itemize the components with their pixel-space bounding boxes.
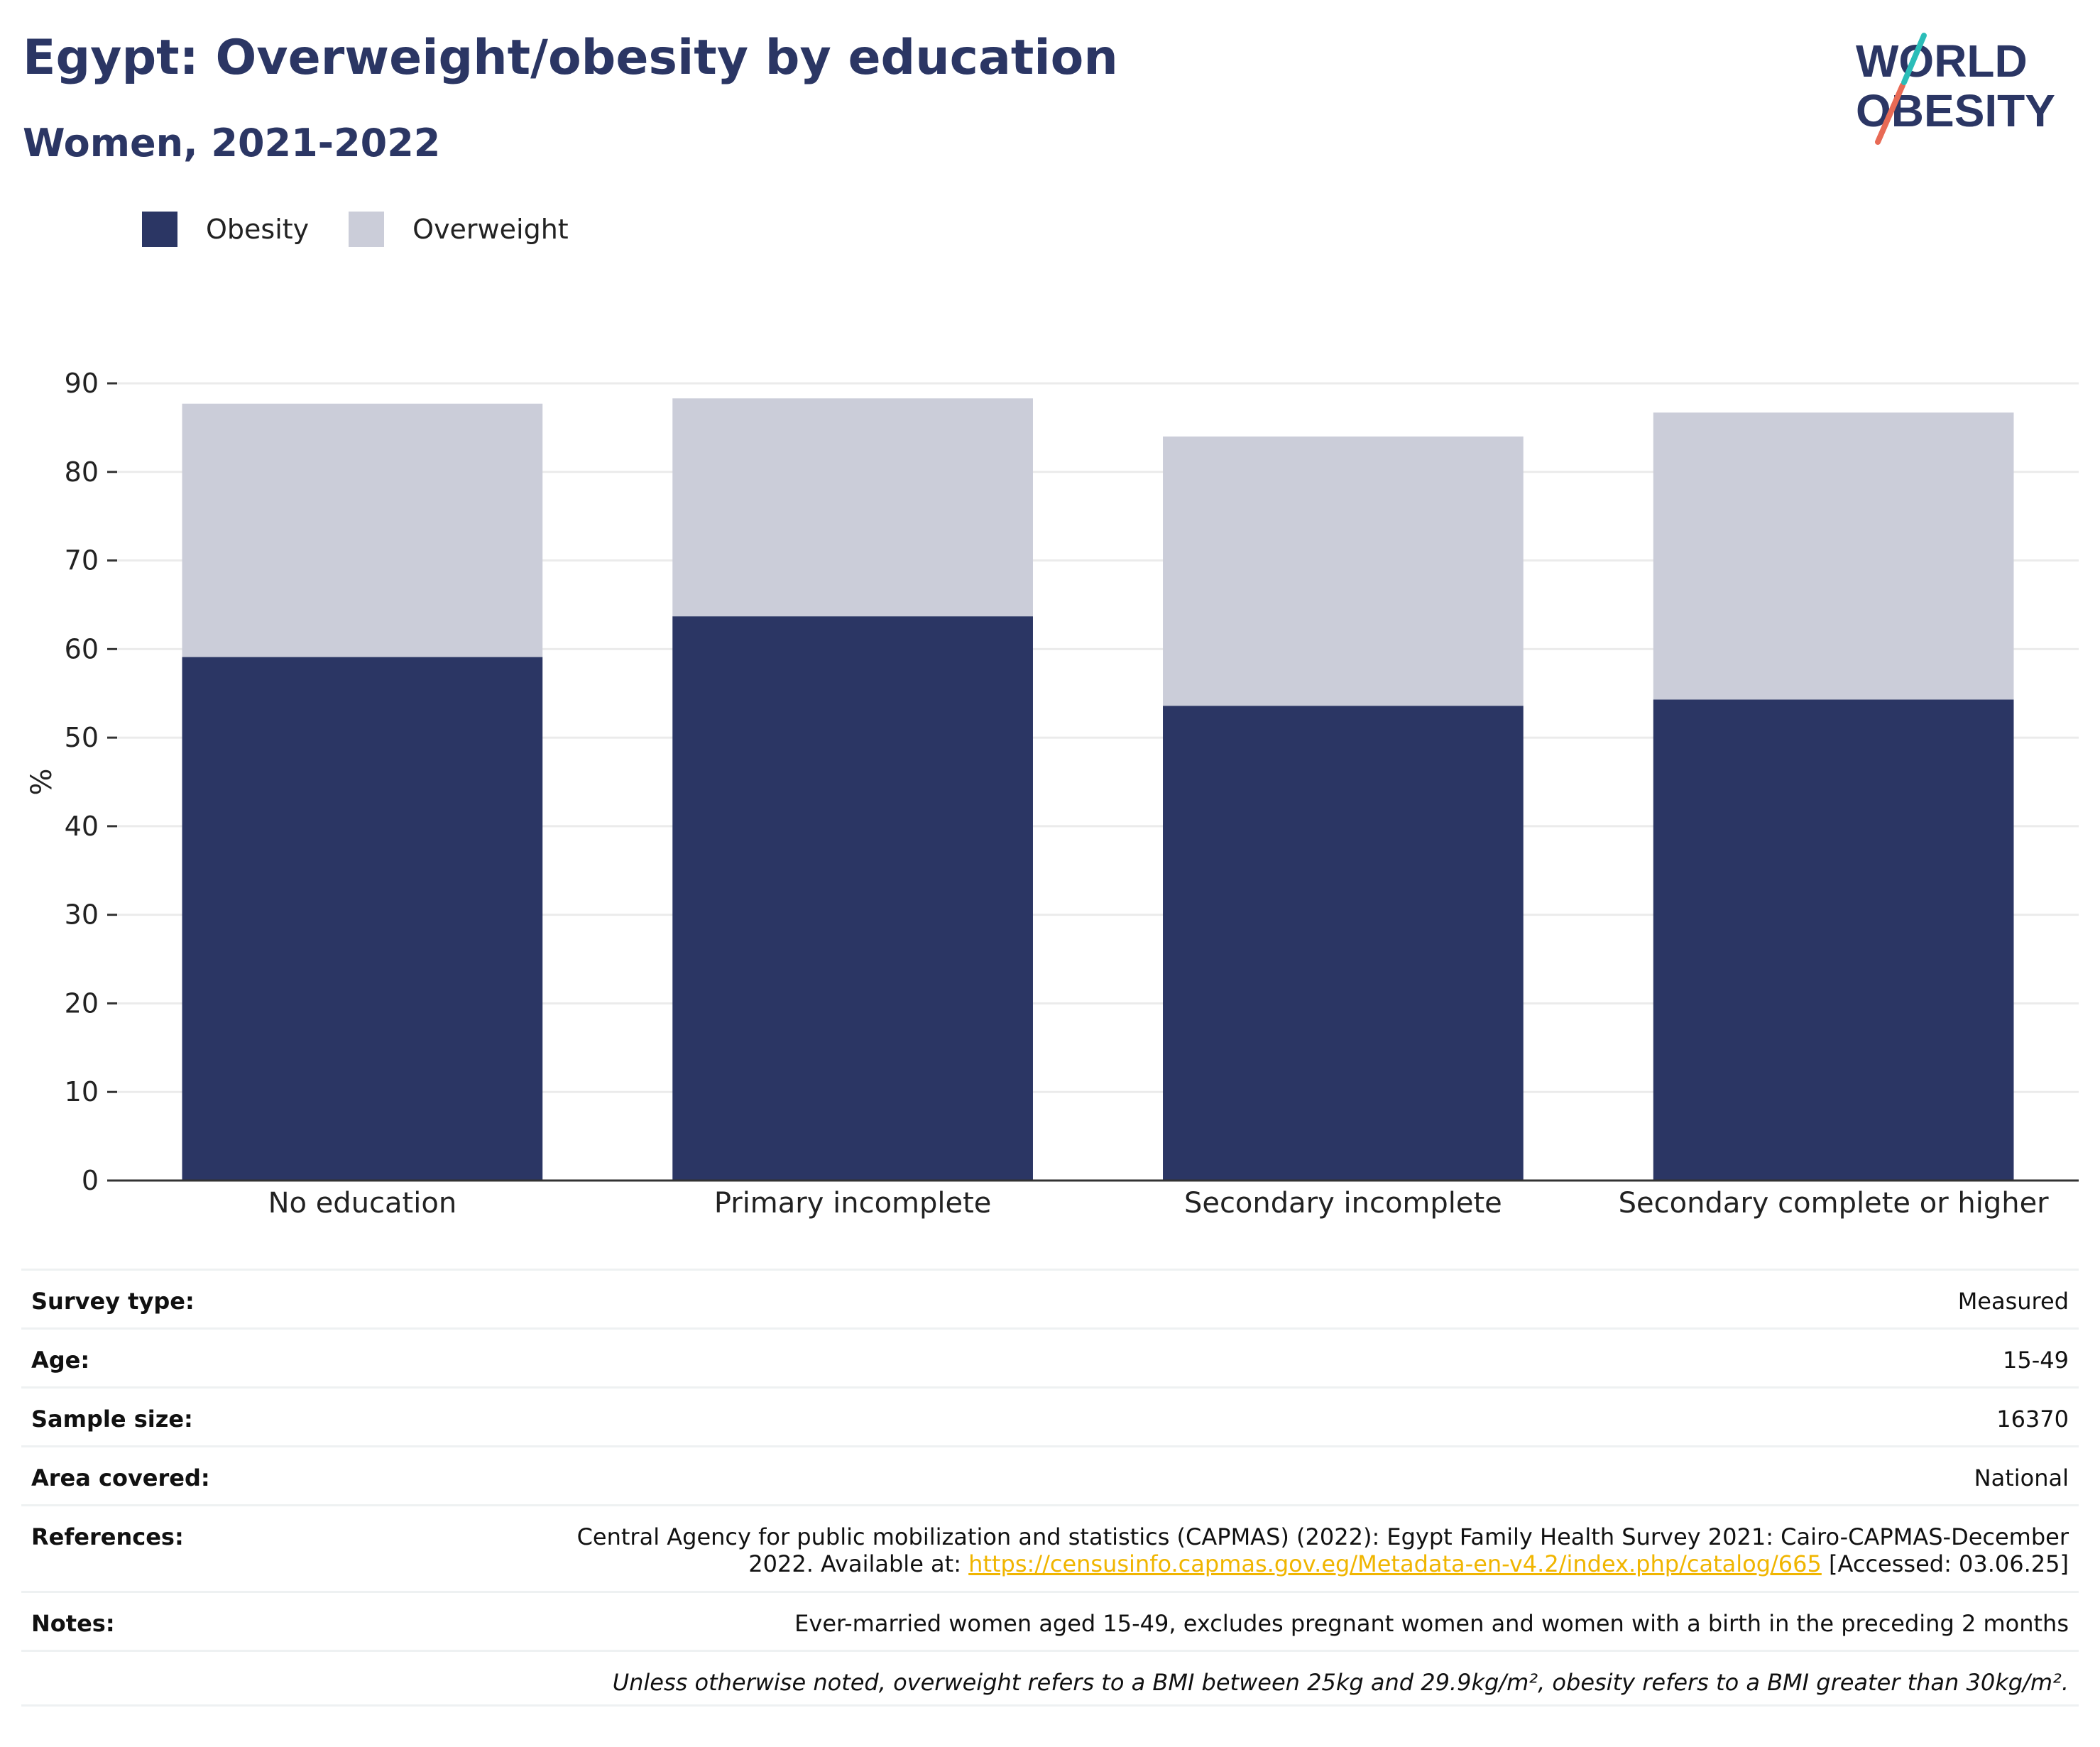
- info-row-area: Area covered: National: [21, 1445, 2079, 1504]
- logo-slash-red: [1875, 82, 1905, 145]
- bar-obesity-2[interactable]: [672, 616, 1033, 1181]
- info-row-survey-type: Survey type: Measured: [21, 1269, 2079, 1327]
- y-tick-label: 50: [65, 722, 99, 753]
- bar-overweight-3[interactable]: [1163, 436, 1524, 706]
- bar-obesity-1[interactable]: [182, 657, 543, 1181]
- logo-slash-teal: [1901, 33, 1927, 85]
- y-tick-label: 90: [65, 368, 99, 399]
- chart-title: Egypt: Overweight/obesity by education: [23, 30, 1118, 86]
- legend-label-overweight: Overweight: [412, 214, 569, 245]
- sample-size-label: Sample size:: [31, 1406, 193, 1433]
- bar-overweight-1[interactable]: [182, 403, 543, 657]
- info-table: Survey type: Measured Age: 15-49 Sample …: [21, 1269, 2079, 1707]
- footnote: Unless otherwise noted, overweight refer…: [612, 1669, 2069, 1696]
- info-row-age: Age: 15-49: [21, 1327, 2079, 1386]
- y-tick-label: 40: [65, 811, 99, 842]
- bar-obesity-4[interactable]: [1653, 699, 2014, 1181]
- y-tick-label: 70: [65, 545, 99, 576]
- age-value: 15-49: [2003, 1347, 2069, 1374]
- y-tick-label: 30: [65, 899, 99, 931]
- survey-type-value: Measured: [1957, 1288, 2069, 1315]
- stacked-bar-chart: 0 10 20 30 40 50 60 70 80 90% No education Primary …: [26, 368, 2079, 1220]
- legend-item-obesity[interactable]: Obesity: [142, 212, 309, 247]
- area-label: Area covered:: [31, 1464, 210, 1491]
- area-value: National: [1974, 1464, 2069, 1491]
- x-tick-label: No education: [268, 1187, 457, 1220]
- references-label: References:: [31, 1523, 184, 1550]
- y-tick-label: 80: [65, 456, 99, 488]
- y-axis-label: %: [26, 768, 58, 795]
- legend-swatch-overweight: [349, 212, 385, 247]
- x-tick-label: Secondary complete or higher: [1619, 1187, 2050, 1220]
- x-tick-label: Primary incomplete: [714, 1187, 992, 1220]
- bar-overweight-2[interactable]: [672, 398, 1033, 617]
- bar-obesity-3[interactable]: [1163, 706, 1524, 1181]
- notes-label: Notes:: [31, 1610, 115, 1637]
- y-tick-label: 20: [65, 987, 99, 1019]
- bar-overweight-4[interactable]: [1653, 412, 2014, 700]
- references-line2-prefix: 2022. Available at:: [748, 1550, 969, 1577]
- info-row-sample-size: Sample size: 16370: [21, 1386, 2079, 1445]
- x-tick-label: Secondary incomplete: [1184, 1187, 1502, 1220]
- legend-label-obesity: Obesity: [206, 214, 310, 245]
- sample-size-value: 16370: [1996, 1406, 2069, 1433]
- legend-item-overweight[interactable]: Overweight: [349, 212, 569, 247]
- chart-subtitle: Women, 2021-2022: [23, 121, 441, 165]
- references-line2-suffix: [Accessed: 03.06.25]: [1821, 1550, 2069, 1577]
- references-line1: Central Agency for public mobilization a…: [576, 1523, 2069, 1550]
- y-tick-label: 60: [65, 633, 99, 664]
- references-value: Central Agency for public mobilization a…: [577, 1523, 2069, 1577]
- y-tick-label: 10: [65, 1076, 99, 1107]
- age-label: Age:: [31, 1347, 90, 1374]
- notes-value: Ever-married women aged 15-49, excludes …: [794, 1610, 2069, 1637]
- legend: Obesity Overweight: [142, 212, 608, 247]
- logo-line1: WORLD: [1856, 35, 2028, 87]
- info-row-references: References: Central Agency for public mo…: [21, 1504, 2079, 1591]
- y-tick-label: 0: [82, 1165, 99, 1196]
- info-row-footnote: Unless otherwise noted, overweight refer…: [21, 1650, 2079, 1707]
- survey-type-label: Survey type:: [31, 1288, 195, 1315]
- info-row-notes: Notes: Ever-married women aged 15-49, ex…: [21, 1591, 2079, 1650]
- references-link[interactable]: https://censusinfo.capmas.gov.eg/Metadat…: [968, 1550, 1822, 1577]
- legend-swatch-obesity: [142, 212, 177, 247]
- world-obesity-logo: WORLD OBESITY: [1856, 33, 2055, 145]
